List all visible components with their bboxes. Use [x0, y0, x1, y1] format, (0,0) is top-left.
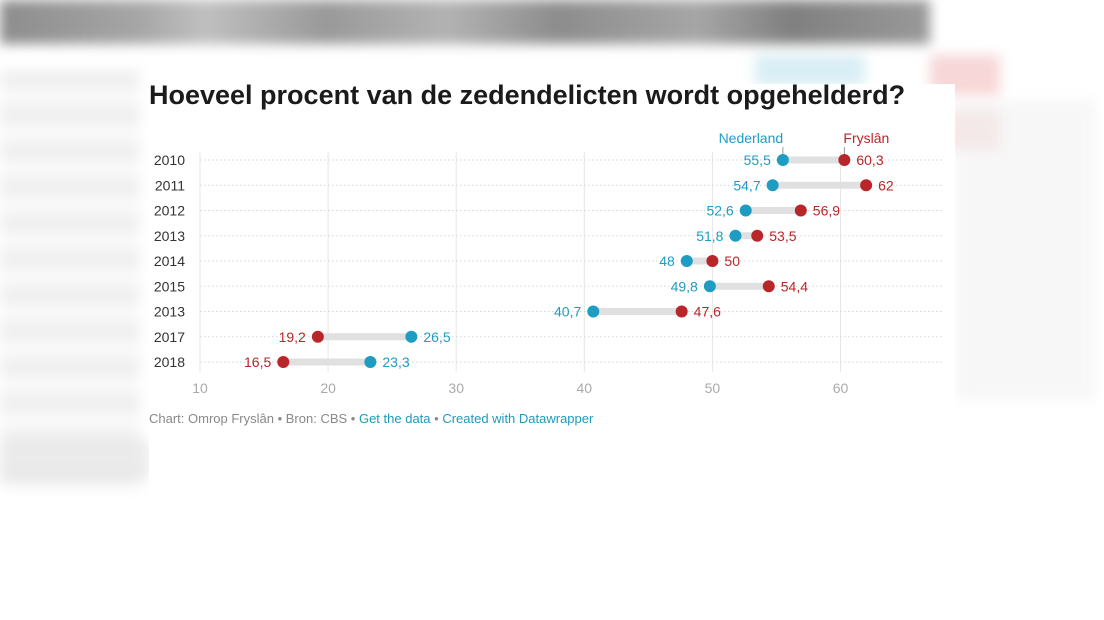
fryslan-value-label: 60,3	[856, 152, 883, 168]
fryslan-dot	[860, 179, 873, 192]
fryslan-dot	[838, 154, 851, 166]
x-tick-label: 50	[705, 380, 721, 396]
nederland-value-label: 51,8	[696, 228, 723, 244]
nederland-value-label: 26,5	[423, 329, 450, 345]
separator: •	[347, 411, 359, 426]
nederland-dot	[703, 280, 716, 293]
get-the-data-link[interactable]: Get the data	[358, 411, 431, 426]
fryslan-value-label: 16,5	[244, 354, 271, 370]
year-label: 2018	[154, 354, 185, 370]
x-tick-label: 40	[577, 380, 593, 396]
nederland-dot	[587, 305, 600, 318]
nederland-dot	[364, 356, 377, 368]
fryslan-dot	[762, 280, 775, 293]
x-tick-label: 30	[448, 380, 464, 396]
fryslan-value-label: 47,6	[694, 304, 721, 320]
chart-title: Hoeveel procent van de zedendelicten wor…	[149, 80, 906, 110]
year-label: 2012	[154, 203, 185, 219]
legend-nederland: Nederland	[719, 130, 784, 146]
year-label: 2017	[154, 329, 185, 345]
fryslan-value-label: 19,2	[279, 329, 306, 345]
year-label: 2013	[154, 304, 185, 320]
year-label: 2011	[155, 177, 185, 193]
nederland-value-label: 55,5	[744, 152, 771, 168]
separator: •	[430, 411, 443, 426]
fryslan-value-label: 56,9	[813, 203, 840, 219]
nederland-dot	[776, 154, 789, 166]
year-label: 2014	[154, 253, 185, 269]
fryslan-value-label: 54,4	[781, 278, 808, 294]
nederland-dot	[405, 330, 418, 343]
separator: •	[273, 411, 286, 426]
fryslan-dot	[706, 255, 719, 267]
fryslan-dot	[311, 330, 324, 343]
year-label: 2013	[154, 228, 185, 244]
datawrapper-link[interactable]: Created with Datawrapper	[442, 411, 594, 426]
nederland-value-label: 52,6	[706, 203, 733, 219]
nederland-value-label: 48	[659, 253, 675, 269]
source: Bron: CBS	[285, 411, 348, 426]
nederland-dot	[729, 229, 742, 242]
legend-fryslan: Fryslân	[843, 130, 889, 146]
fryslan-dot	[675, 305, 688, 318]
nederland-value-label: 54,7	[733, 177, 760, 193]
x-tick-label: 60	[833, 380, 849, 396]
year-label: 2015	[154, 278, 185, 294]
chart-credit: Chart: Omrop Fryslân	[149, 411, 274, 426]
nederland-dot	[680, 255, 693, 267]
fryslan-value-label: 53,5	[769, 228, 796, 244]
x-tick-label: 20	[320, 380, 336, 396]
fryslan-dot	[277, 356, 290, 368]
fryslan-dot	[794, 204, 807, 217]
chart-footer: Chart: Omrop Fryslân • Bron: CBS • Get t…	[149, 411, 593, 426]
nederland-value-label: 23,3	[382, 354, 409, 370]
year-label: 2010	[154, 152, 185, 168]
fryslan-dot	[751, 229, 764, 242]
nederland-dot	[766, 179, 779, 192]
nederland-value-label: 40,7	[554, 304, 581, 320]
x-tick-label: 10	[192, 380, 208, 396]
nederland-value-label: 49,8	[671, 278, 698, 294]
nederland-dot	[739, 204, 752, 217]
fryslan-value-label: 50	[724, 253, 740, 269]
fryslan-value-label: 62	[878, 177, 894, 193]
